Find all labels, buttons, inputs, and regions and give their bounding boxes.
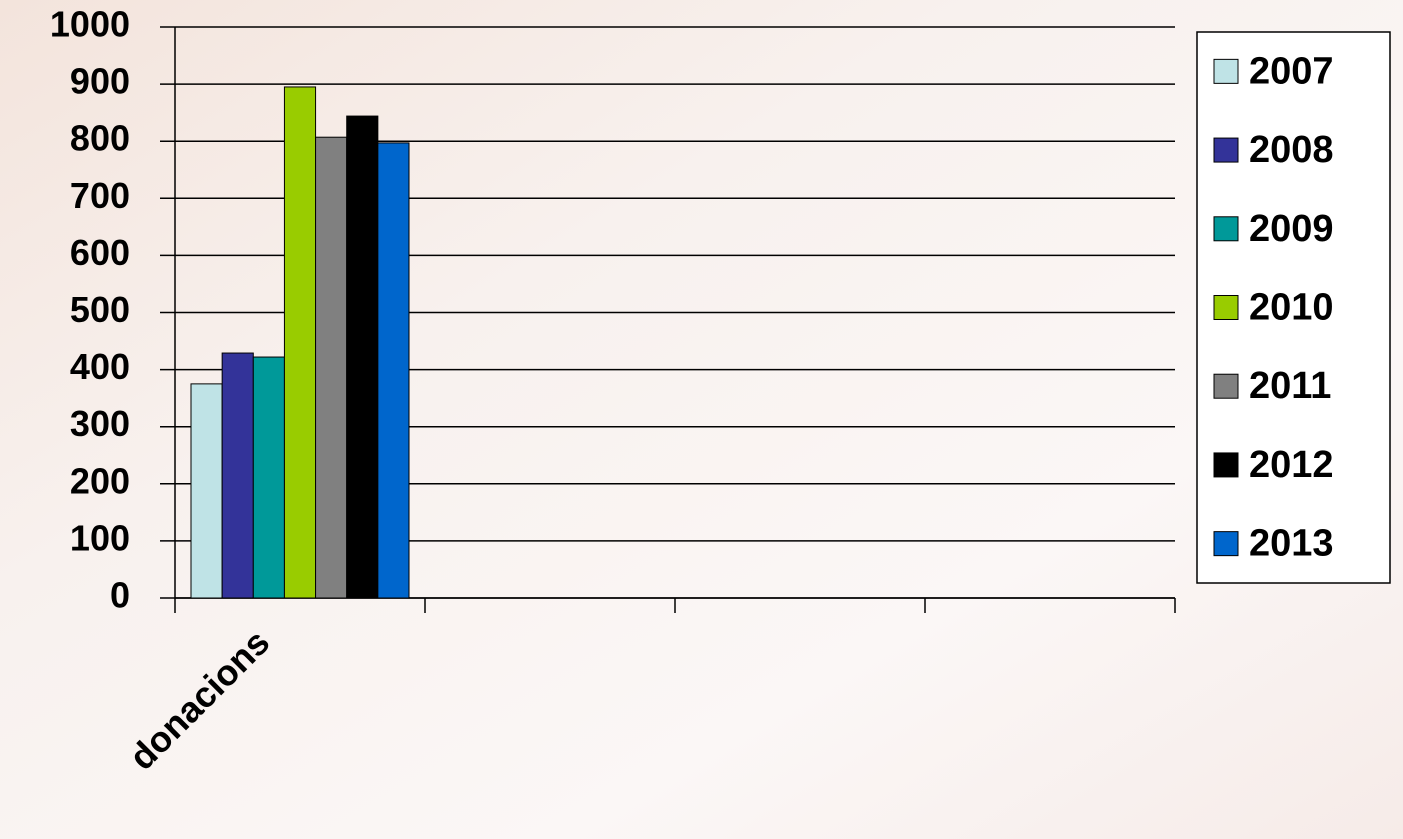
bar bbox=[377, 142, 410, 599]
bar bbox=[190, 383, 223, 599]
legend-label: 2009 bbox=[1249, 208, 1334, 250]
legend-swatch bbox=[1213, 373, 1239, 399]
y-tick-label: 700 bbox=[70, 175, 130, 216]
legend-swatch bbox=[1213, 452, 1239, 478]
legend-label: 2007 bbox=[1249, 50, 1334, 92]
y-tick-label: 400 bbox=[70, 346, 130, 387]
y-tick-label: 200 bbox=[70, 460, 130, 501]
y-tick-label: 300 bbox=[70, 403, 130, 444]
y-tick-label: 900 bbox=[70, 61, 130, 102]
legend-label: 2012 bbox=[1249, 444, 1334, 486]
bar bbox=[221, 352, 254, 599]
legend-swatch bbox=[1213, 137, 1239, 163]
bar bbox=[346, 115, 379, 599]
y-tick-label: 500 bbox=[70, 289, 130, 330]
legend-swatch bbox=[1213, 216, 1239, 242]
bar bbox=[315, 136, 348, 599]
legend-swatch bbox=[1213, 531, 1239, 557]
y-tick-label: 1000 bbox=[50, 4, 130, 45]
bar bbox=[283, 86, 317, 599]
legend-label: 2011 bbox=[1249, 365, 1331, 407]
legend-swatch bbox=[1213, 58, 1239, 84]
y-tick-label: 100 bbox=[70, 517, 130, 558]
legend-label: 2013 bbox=[1249, 523, 1334, 565]
legend-swatch bbox=[1213, 295, 1239, 320]
legend-label: 2010 bbox=[1249, 287, 1334, 329]
bar bbox=[252, 356, 285, 599]
y-tick-label: 600 bbox=[70, 232, 130, 273]
legend-label: 2008 bbox=[1249, 129, 1334, 171]
y-tick-label: 0 bbox=[110, 575, 130, 616]
y-tick-label: 800 bbox=[70, 118, 130, 159]
